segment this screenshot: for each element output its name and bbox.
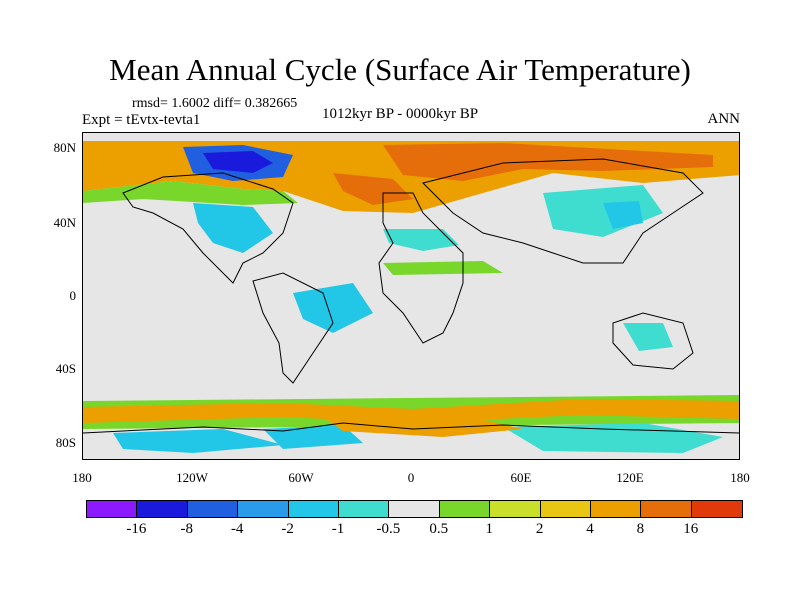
colorbar-cell xyxy=(389,501,440,517)
colorbar-cell xyxy=(238,501,289,517)
colorbar-cell xyxy=(338,501,390,517)
colorbar-cell xyxy=(691,501,743,517)
antarctic-cool xyxy=(113,429,283,453)
colorbar-cell xyxy=(187,501,239,517)
lat-label-40n: 40N xyxy=(53,215,76,230)
asia-cool-patch xyxy=(543,185,663,237)
antarctica-coast xyxy=(83,422,739,434)
colorbar-cell xyxy=(490,501,541,517)
colorbar-tick-label: 8 xyxy=(636,521,645,537)
colorbar-cell xyxy=(439,501,491,517)
antarctic-cool-2 xyxy=(263,425,363,449)
australia-coast xyxy=(612,312,694,370)
colorbar-tick-label: -0.5 xyxy=(376,521,401,537)
colorbar-tick-label: 0.5 xyxy=(429,521,449,537)
antarctic-warm-core xyxy=(323,415,523,437)
plot-title: Mean Annual Cycle (Surface Air Temperatu… xyxy=(109,52,691,87)
lon-label-0: 0 xyxy=(407,470,415,485)
lon-label-180w: 180 xyxy=(72,470,92,485)
colorbar-tick-label: 4 xyxy=(586,521,594,537)
stats-text: rmsd= 1.6002 diff= 0.382665 xyxy=(132,96,298,111)
antarctic-cool-3 xyxy=(503,423,723,453)
colorbar-cell xyxy=(137,501,188,517)
colorbar-cell xyxy=(590,501,642,517)
asia-coast xyxy=(422,158,704,264)
lat-label-80s: 80S xyxy=(55,435,76,450)
colorbar-cell xyxy=(641,501,692,517)
europe-africa-coast xyxy=(378,192,464,344)
lat-label-40s: 40S xyxy=(55,361,76,376)
colorbar-tick-label: 1 xyxy=(485,521,493,537)
lon-label-120e: 120E xyxy=(616,470,644,485)
north-america-coast xyxy=(122,172,294,284)
coastlines xyxy=(83,158,739,434)
map-fields xyxy=(83,141,739,453)
experiment-label: Expt = tEvtx-tevta1 xyxy=(82,112,201,128)
greenland-cold-core xyxy=(203,151,273,173)
colorbar-cell xyxy=(87,501,138,517)
colorbar-cell xyxy=(288,501,339,517)
south-america-coast xyxy=(252,272,334,384)
na-cool-patch xyxy=(193,203,273,253)
season-label: ANN xyxy=(707,111,741,127)
southern-ocean-warm xyxy=(83,399,739,423)
amazon-cool xyxy=(293,283,373,333)
colorbar xyxy=(86,500,744,518)
lat-label-0: 0 xyxy=(69,288,77,303)
colorbar-tick-label: 2 xyxy=(535,521,544,537)
colorbar-cell xyxy=(540,501,591,517)
colorbar-tick-label: -1 xyxy=(331,521,345,537)
lon-label-60w: 60W xyxy=(288,470,314,485)
lon-label-180e: 180 xyxy=(730,470,750,485)
colorbar-tick-label: -4 xyxy=(230,521,244,537)
colorbar-tick-label: 16 xyxy=(683,521,699,537)
na-cool-patch-2 xyxy=(383,229,459,251)
temperature-map xyxy=(82,132,740,460)
colorbar-tick-label: -2 xyxy=(281,521,294,537)
colorbar-tick-label: -8 xyxy=(180,521,194,537)
lat-label-80n: 80N xyxy=(53,140,76,155)
colorbar-tick-label: -16 xyxy=(126,521,147,537)
lon-label-120w: 120W xyxy=(176,470,208,485)
period-label: 1012kyr BP - 0000kyr BP xyxy=(321,106,479,122)
lon-label-60e: 60E xyxy=(510,470,532,485)
australia-cool xyxy=(623,323,673,351)
siberia-warm-tongue xyxy=(333,173,413,205)
asia-cool-patch-2 xyxy=(603,201,643,229)
arctic-strong-warm xyxy=(383,143,713,181)
tropics-green-band xyxy=(383,261,503,275)
